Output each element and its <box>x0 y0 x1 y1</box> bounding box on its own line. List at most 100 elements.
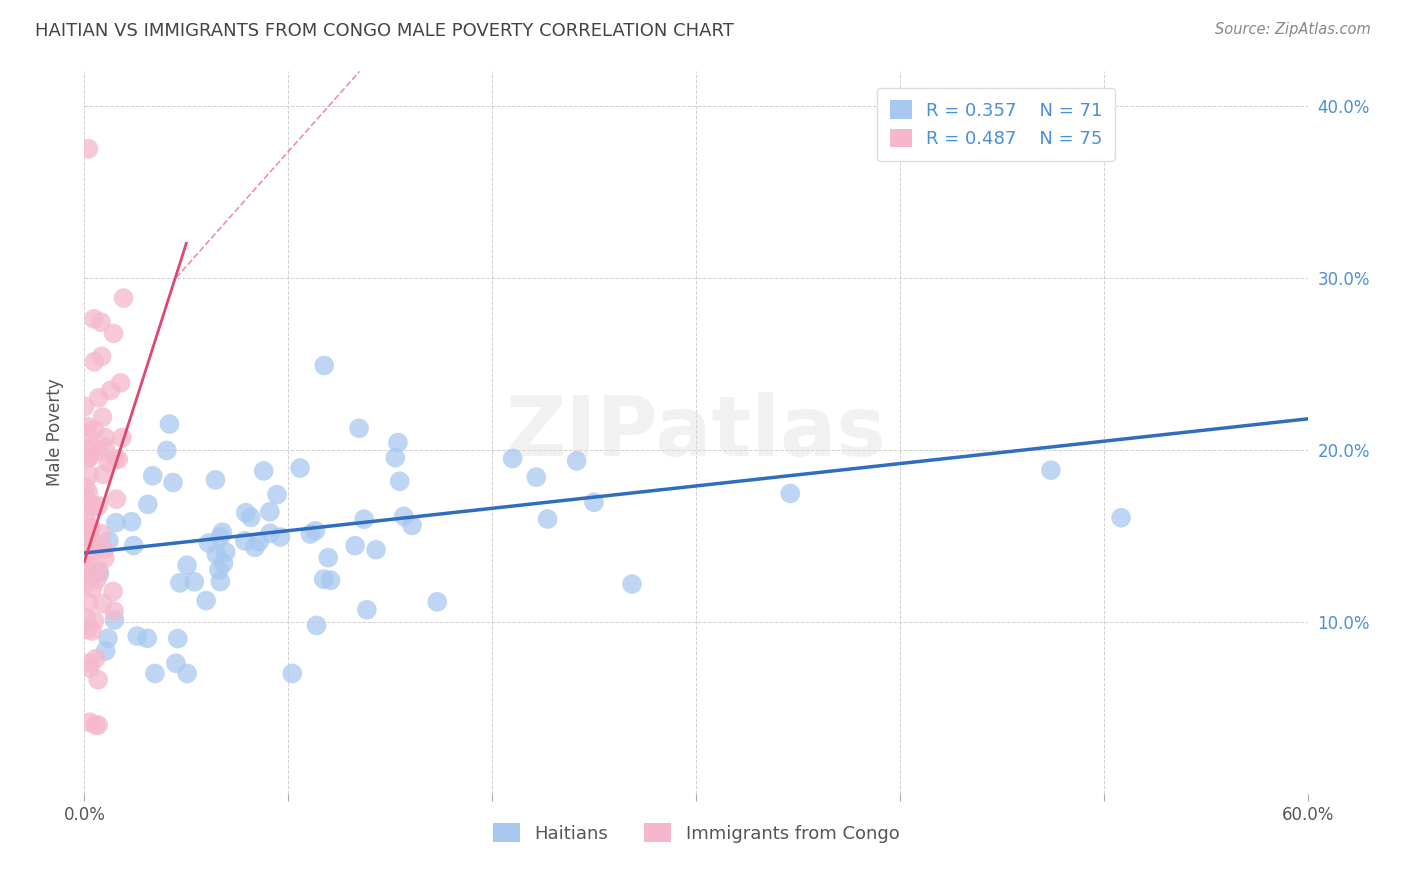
Point <box>156 443 179 458</box>
Point <box>79 442 101 456</box>
Point <box>112 291 135 305</box>
Point <box>107 452 129 467</box>
Point <box>79 528 101 542</box>
Point <box>104 516 127 530</box>
Point <box>312 572 335 586</box>
Point <box>259 505 281 519</box>
Point <box>253 464 276 478</box>
Point <box>111 431 134 445</box>
Point <box>169 575 191 590</box>
Point <box>1039 463 1062 477</box>
Point <box>195 593 218 607</box>
Point <box>105 492 128 507</box>
Point <box>83 355 105 369</box>
Point <box>235 506 257 520</box>
Point <box>347 421 370 435</box>
Point <box>316 550 339 565</box>
Point <box>205 548 228 562</box>
Point <box>91 467 114 482</box>
Point <box>76 492 98 507</box>
Point <box>353 512 375 526</box>
Text: ZIPatlas: ZIPatlas <box>506 392 886 473</box>
Point <box>269 530 291 544</box>
Point <box>281 666 304 681</box>
Point <box>76 450 98 464</box>
Point <box>197 536 219 550</box>
Point <box>183 574 205 589</box>
Point <box>110 376 132 390</box>
Point <box>73 443 96 458</box>
Point <box>159 417 181 431</box>
Point <box>426 595 449 609</box>
Point <box>76 443 98 458</box>
Point <box>75 512 97 526</box>
Point <box>91 597 114 611</box>
Point <box>502 451 524 466</box>
Point <box>208 563 231 577</box>
Point <box>79 570 101 584</box>
Point <box>93 541 115 556</box>
Point <box>87 564 110 578</box>
Point <box>621 577 644 591</box>
Point <box>536 512 558 526</box>
Point <box>384 450 406 465</box>
Point <box>76 570 98 584</box>
Point <box>100 384 122 398</box>
Point <box>89 443 111 458</box>
Point <box>165 657 187 671</box>
Point <box>75 548 97 562</box>
Point <box>90 350 112 364</box>
Point <box>87 499 110 513</box>
Point <box>299 527 322 541</box>
Point <box>86 539 108 553</box>
Point <box>97 632 120 646</box>
Point <box>77 142 100 156</box>
Point <box>91 410 114 425</box>
Point <box>209 574 232 589</box>
Point <box>84 543 107 558</box>
Point <box>82 624 104 638</box>
Point <box>211 525 233 540</box>
Point <box>103 604 125 618</box>
Point <box>101 584 124 599</box>
Text: HAITIAN VS IMMIGRANTS FROM CONGO MALE POVERTY CORRELATION CHART: HAITIAN VS IMMIGRANTS FROM CONGO MALE PO… <box>35 22 734 40</box>
Point <box>247 534 270 549</box>
Text: Source: ZipAtlas.com: Source: ZipAtlas.com <box>1215 22 1371 37</box>
Point <box>79 468 101 483</box>
Point <box>103 326 125 341</box>
Point <box>73 577 96 591</box>
Point <box>779 486 801 500</box>
Point <box>142 468 165 483</box>
Point <box>80 440 103 454</box>
Point <box>87 673 110 687</box>
Point <box>79 715 101 730</box>
Point <box>76 419 98 434</box>
Point <box>136 632 159 646</box>
Point <box>314 359 336 373</box>
Point <box>387 435 409 450</box>
Point <box>80 533 103 548</box>
Point <box>90 526 112 541</box>
Point <box>288 461 311 475</box>
Point <box>77 596 100 610</box>
Point <box>356 603 378 617</box>
Point <box>79 656 101 670</box>
Point <box>77 450 100 464</box>
Point <box>77 485 100 500</box>
Point <box>582 495 605 509</box>
Point <box>565 454 588 468</box>
Legend: Haitians, Immigrants from Congo: Haitians, Immigrants from Congo <box>485 816 907 850</box>
Point <box>82 499 104 513</box>
Point <box>83 423 105 437</box>
Point <box>75 611 97 625</box>
Point <box>166 632 188 646</box>
Point <box>243 541 266 555</box>
Point <box>388 475 411 489</box>
Point <box>94 644 117 658</box>
Point <box>319 573 342 587</box>
Point <box>212 556 235 570</box>
Point <box>89 566 111 581</box>
Point <box>121 515 143 529</box>
Point <box>84 718 107 732</box>
Point <box>266 488 288 502</box>
